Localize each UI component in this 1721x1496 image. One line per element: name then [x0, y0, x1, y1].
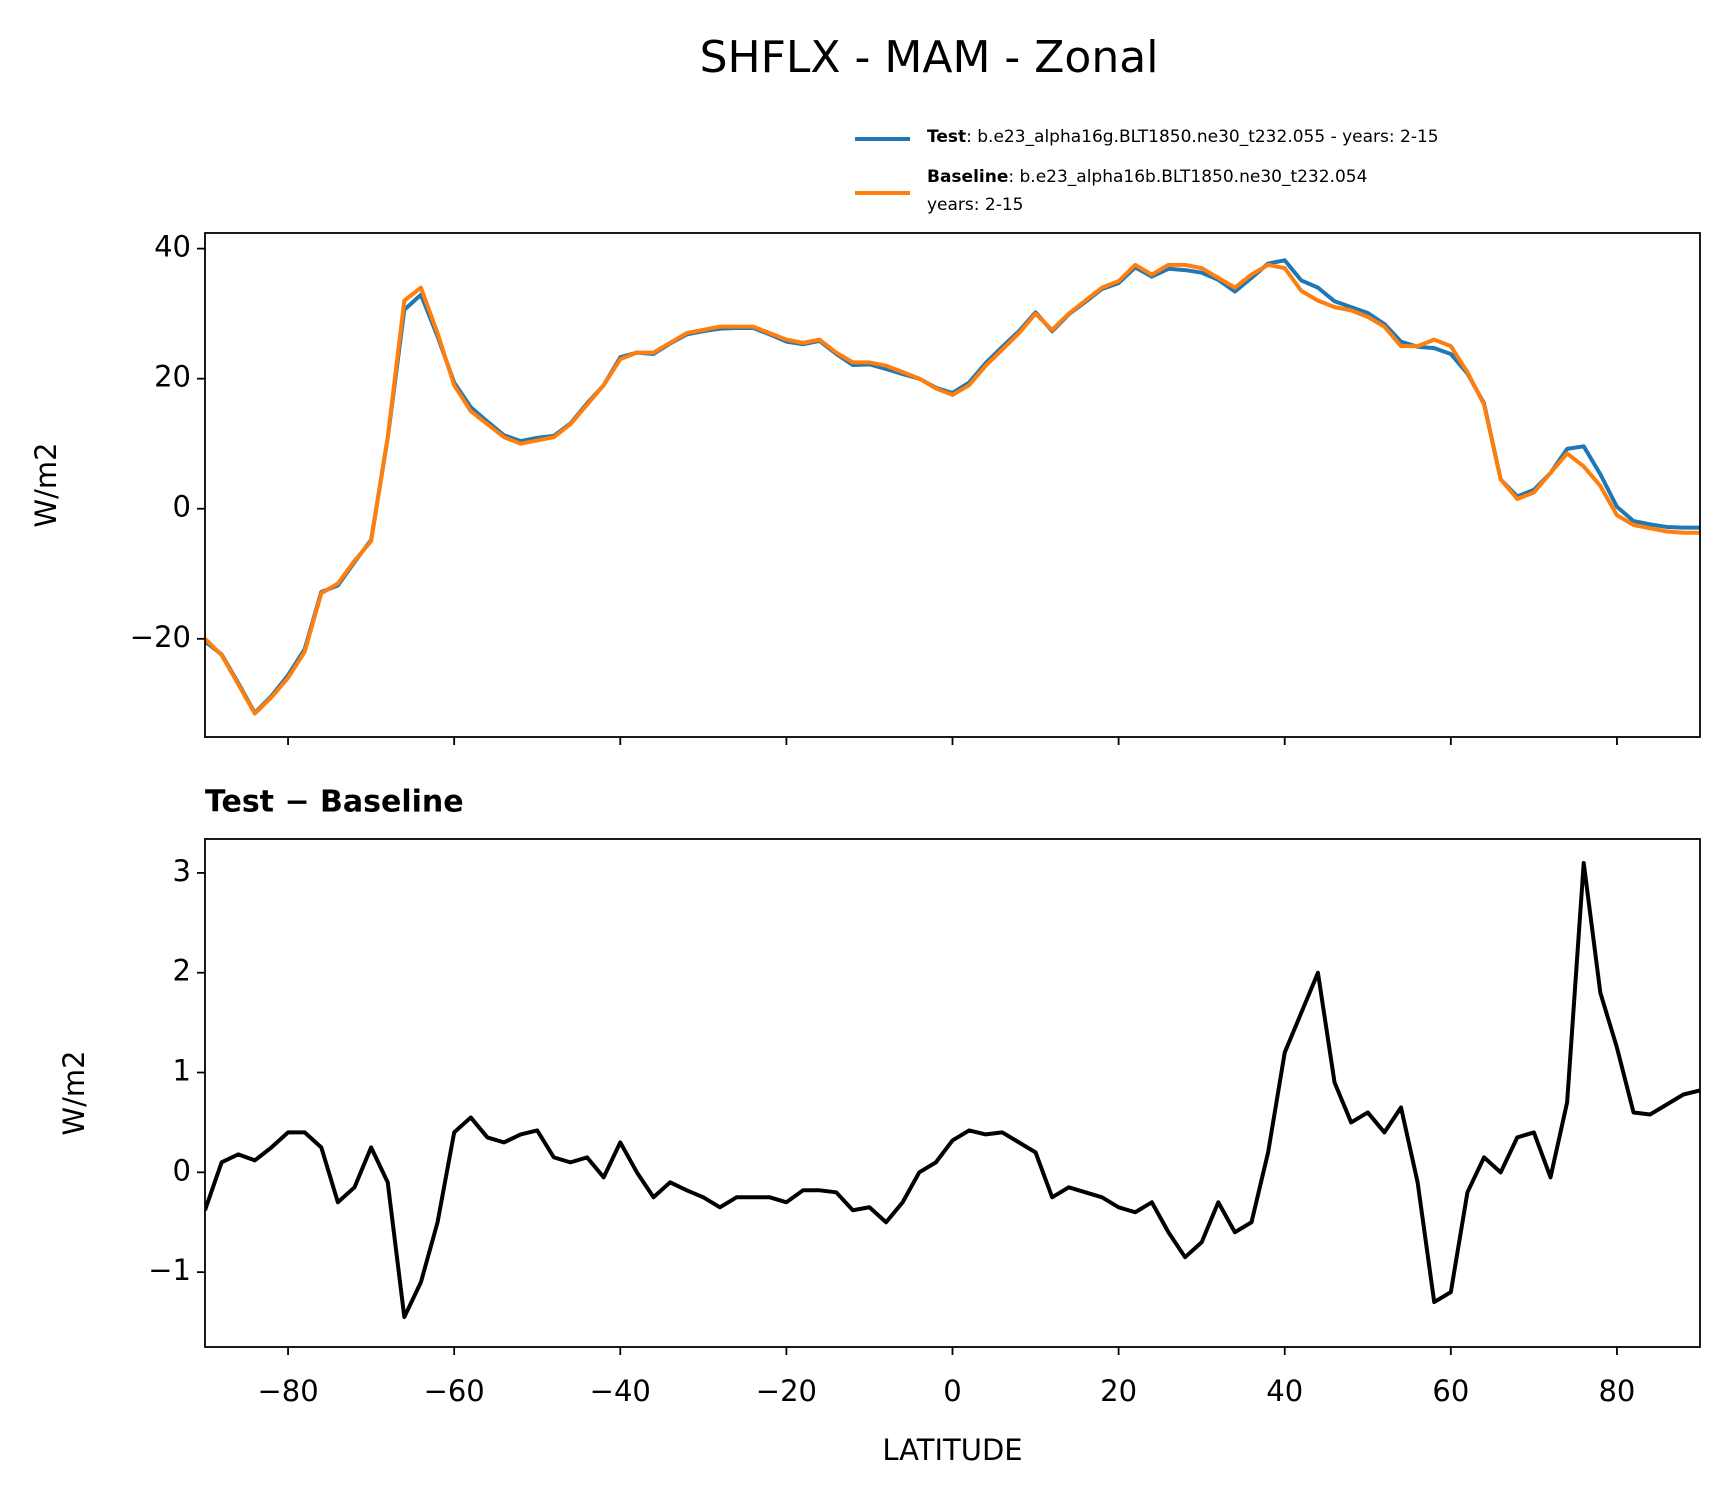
x-tick-label: 20 — [1100, 1374, 1137, 1408]
figure-title: SHFLX - MAM - Zonal — [700, 32, 1159, 83]
x-tick-label: 0 — [943, 1374, 961, 1408]
legend-name: Test — [927, 127, 966, 147]
legend-entry: years: 2-15 — [927, 195, 1024, 215]
x-tick-label: 40 — [1266, 1374, 1303, 1408]
y-axis-label: W/m2 — [29, 442, 63, 527]
axes-frame — [204, 838, 1701, 1348]
axes-frame — [204, 232, 1701, 738]
y-axis-label: W/m2 — [57, 1050, 91, 1135]
legend-entry: Test: b.e23_alpha16g.BLT1850.ne30_t232.0… — [927, 127, 1439, 147]
x-tick-label: −40 — [590, 1374, 651, 1408]
legend-text: years: 2-15 — [927, 195, 1024, 215]
legend-entry: Baseline: b.e23_alpha16b.BLT1850.ne30_t2… — [927, 167, 1367, 187]
y-tick-label: 2 — [173, 954, 191, 988]
x-tick-label: 80 — [1598, 1374, 1635, 1408]
legend-text: : b.e23_alpha16g.BLT1850.ne30_t232.055 -… — [966, 127, 1438, 147]
y-tick-label: 0 — [173, 1153, 191, 1187]
x-axis-label: LATITUDE — [882, 1433, 1022, 1467]
legend-text: : b.e23_alpha16b.BLT1850.ne30_t232.054 — [1008, 167, 1367, 187]
y-tick-label: −20 — [130, 620, 191, 654]
y-tick-label: 40 — [154, 230, 191, 264]
axes-title: Test − Baseline — [205, 785, 464, 820]
y-tick-label: 1 — [173, 1054, 191, 1088]
x-tick-label: −80 — [257, 1374, 318, 1408]
y-tick-label: 3 — [173, 854, 191, 888]
x-tick-label: −60 — [424, 1374, 485, 1408]
data-line — [205, 262, 1700, 716]
x-tick-label: 60 — [1432, 1374, 1469, 1408]
y-tick-label: 20 — [154, 360, 191, 394]
data-line — [205, 860, 1700, 1320]
x-tick-label: −20 — [756, 1374, 817, 1408]
legend-name: Baseline — [927, 167, 1008, 187]
y-tick-label: −1 — [148, 1253, 191, 1287]
y-tick-label: 0 — [173, 490, 191, 524]
